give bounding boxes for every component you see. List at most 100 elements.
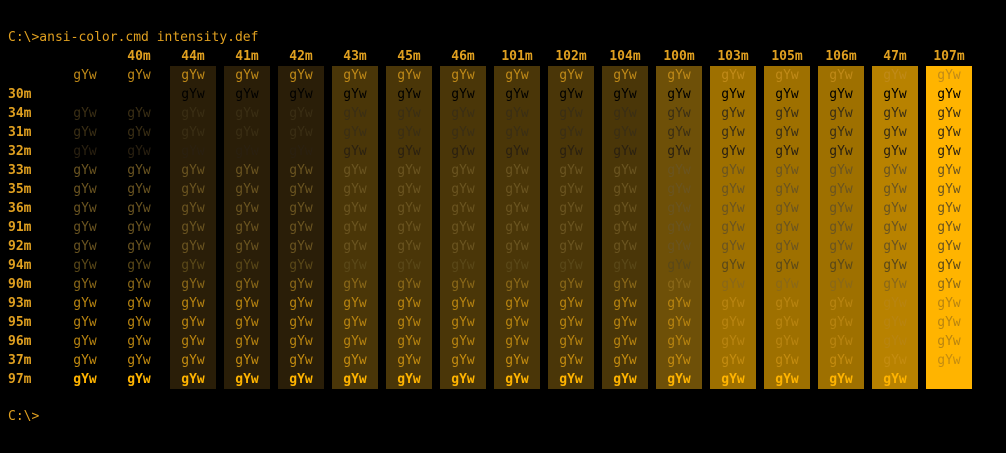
sample-cell: gYw xyxy=(181,68,205,83)
sample-cell: gYw xyxy=(289,258,313,273)
sample-cell: gYw xyxy=(451,277,475,292)
sample-cell: gYw xyxy=(937,315,961,330)
sample-cell: gYw xyxy=(829,182,853,197)
sample-cell: gYw xyxy=(505,106,529,121)
sample-cell: gYw xyxy=(343,182,367,197)
sample-cell: gYw xyxy=(397,258,421,273)
sample-cell: gYw xyxy=(73,201,97,216)
sample-cell: gYw xyxy=(613,315,637,330)
sample-cell: gYw xyxy=(937,372,961,387)
sample-cell: gYw xyxy=(289,182,313,197)
row-label-95m: 95m xyxy=(8,315,32,330)
sample-cell: gYw xyxy=(73,334,97,349)
sample-cell: gYw xyxy=(181,201,205,216)
row-label-30m: 30m xyxy=(8,87,32,102)
sample-cell: gYw xyxy=(235,68,259,83)
sample-cell: gYw xyxy=(451,182,475,197)
sample-cell: gYw xyxy=(127,125,151,140)
sample-cell: gYw xyxy=(451,220,475,235)
sample-cell: gYw xyxy=(613,144,637,159)
sample-cell: gYw xyxy=(613,125,637,140)
sample-cell: gYw xyxy=(559,296,583,311)
sample-cell: gYw xyxy=(289,163,313,178)
sample-cell: gYw xyxy=(289,277,313,292)
sample-cell: gYw xyxy=(289,68,313,83)
sample-cell: gYw xyxy=(343,106,367,121)
sample-cell: gYw xyxy=(127,163,151,178)
column-header-104m: 104m xyxy=(609,49,641,64)
sample-cell: gYw xyxy=(883,277,907,292)
sample-cell: gYw xyxy=(343,277,367,292)
sample-cell: gYw xyxy=(883,372,907,387)
sample-cell: gYw xyxy=(451,334,475,349)
column-header-105m: 105m xyxy=(771,49,803,64)
column-header-103m: 103m xyxy=(717,49,749,64)
sample-cell: gYw xyxy=(289,315,313,330)
sample-cell: gYw xyxy=(505,239,529,254)
sample-cell: gYw xyxy=(721,258,745,273)
bg-stripe-104m xyxy=(602,66,648,389)
sample-cell: gYw xyxy=(73,182,97,197)
final-prompt[interactable]: C:\> xyxy=(8,409,40,424)
sample-cell: gYw xyxy=(505,258,529,273)
sample-cell: gYw xyxy=(73,163,97,178)
sample-cell: gYw xyxy=(505,296,529,311)
sample-cell: gYw xyxy=(937,106,961,121)
sample-cell: gYw xyxy=(667,125,691,140)
column-header-44m: 44m xyxy=(181,49,205,64)
sample-cell: gYw xyxy=(559,87,583,102)
sample-cell: gYw xyxy=(127,239,151,254)
sample-cell: gYw xyxy=(289,239,313,254)
sample-cell: gYw xyxy=(937,239,961,254)
sample-cell: gYw xyxy=(181,258,205,273)
sample-cell: gYw xyxy=(397,220,421,235)
sample-cell: gYw xyxy=(505,144,529,159)
sample-cell: gYw xyxy=(181,220,205,235)
sample-cell: gYw xyxy=(883,87,907,102)
sample-cell: gYw xyxy=(883,68,907,83)
sample-cell: gYw xyxy=(73,220,97,235)
sample-cell: gYw xyxy=(613,296,637,311)
sample-cell: gYw xyxy=(667,87,691,102)
sample-cell: gYw xyxy=(343,353,367,368)
sample-cell: gYw xyxy=(721,182,745,197)
sample-cell: gYw xyxy=(829,258,853,273)
sample-cell: gYw xyxy=(235,106,259,121)
sample-cell: gYw xyxy=(235,87,259,102)
sample-cell: gYw xyxy=(451,258,475,273)
sample-cell: gYw xyxy=(667,372,691,387)
sample-cell: gYw xyxy=(127,220,151,235)
sample-cell: gYw xyxy=(343,258,367,273)
bg-stripe-46m xyxy=(440,66,486,389)
sample-cell: gYw xyxy=(775,353,799,368)
sample-cell: gYw xyxy=(397,163,421,178)
sample-cell: gYw xyxy=(721,125,745,140)
sample-cell: gYw xyxy=(127,334,151,349)
sample-cell: gYw xyxy=(775,372,799,387)
sample-cell: gYw xyxy=(775,182,799,197)
sample-cell: gYw xyxy=(937,334,961,349)
sample-cell: gYw xyxy=(937,144,961,159)
sample-cell: gYw xyxy=(181,163,205,178)
sample-cell: gYw xyxy=(721,68,745,83)
sample-cell: gYw xyxy=(613,220,637,235)
sample-cell: gYw xyxy=(667,258,691,273)
sample-cell: gYw xyxy=(559,315,583,330)
sample-cell: gYw xyxy=(883,144,907,159)
sample-cell: gYw xyxy=(451,239,475,254)
sample-cell: gYw xyxy=(883,182,907,197)
sample-cell: gYw xyxy=(559,239,583,254)
sample-cell: gYw xyxy=(667,315,691,330)
sample-cell: gYw xyxy=(181,182,205,197)
sample-cell: gYw xyxy=(505,372,529,387)
sample-cell: gYw xyxy=(829,372,853,387)
sample-cell: gYw xyxy=(235,201,259,216)
sample-cell: gYw xyxy=(397,144,421,159)
sample-cell: gYw xyxy=(613,372,637,387)
sample-cell: gYw xyxy=(829,315,853,330)
sample-cell: gYw xyxy=(127,182,151,197)
bg-stripe-103m xyxy=(710,66,756,389)
sample-cell: gYw xyxy=(289,296,313,311)
column-header-45m: 45m xyxy=(397,49,421,64)
